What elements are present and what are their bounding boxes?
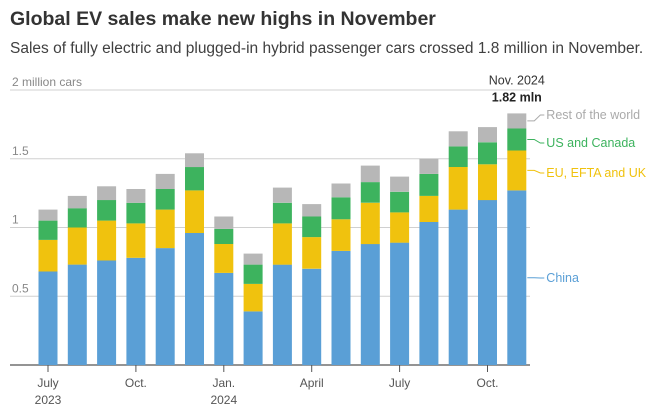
bar-segment (419, 195, 439, 222)
bar-segment (185, 233, 204, 365)
annotation: Nov. 2024 1.82 mln (489, 73, 545, 104)
bar-segment (419, 158, 439, 174)
x-tick-sublabel: 2024 (210, 393, 237, 407)
bar-segment (67, 227, 87, 265)
bar-segment (155, 248, 175, 365)
bar-segment (448, 146, 468, 167)
legend-leader-line (527, 139, 545, 144)
bar-segment (272, 264, 292, 365)
bar-segment (390, 242, 410, 365)
bar-segment (67, 264, 87, 365)
legend-label: EU, EFTA and UK (546, 166, 646, 180)
bar-segment (302, 216, 322, 238)
bar-segment (390, 176, 410, 192)
legend-label: Rest of the world (546, 108, 640, 122)
bar-segment (302, 237, 322, 269)
bar-segment (38, 239, 58, 272)
bar-segment (214, 244, 234, 273)
bar-segment (214, 216, 234, 229)
chart-subtitle: Sales of fully electric and plugged-in h… (10, 40, 644, 57)
bar-segment (38, 220, 58, 240)
axis-ticks: July 2023 Oct. Jan. 2024 April July Oct. (35, 365, 499, 407)
bar-segment (126, 223, 146, 258)
bar-segment (419, 222, 439, 365)
y-tick-label: 2 million cars (12, 75, 82, 89)
bar-segment (97, 186, 117, 201)
x-tick-label: April (300, 376, 324, 390)
bar-segment (272, 223, 292, 265)
annotation-value: 1.82 mln (492, 90, 542, 104)
bar-segment (185, 190, 204, 233)
bar-segment (243, 253, 263, 265)
bar-segment (448, 131, 468, 147)
bar-segment (243, 311, 263, 365)
bar-segment (243, 264, 263, 284)
bar-segment (390, 191, 410, 213)
bar-segment (331, 219, 351, 251)
x-tick-label: Oct. (476, 376, 498, 390)
bar-segment (126, 202, 146, 224)
bar-segment (360, 202, 380, 245)
bar-segment (507, 190, 527, 365)
bar-segment (448, 167, 468, 210)
bar-segment (302, 204, 322, 217)
bar-segment (97, 220, 117, 261)
bar-segment (155, 209, 175, 249)
bar-segment (360, 182, 380, 203)
legend-label: China (546, 271, 579, 285)
bar-segment (272, 202, 292, 224)
bar-segment (360, 244, 380, 365)
bar-segment (390, 212, 410, 243)
x-tick-label: July (389, 376, 410, 390)
bar-segment (97, 260, 117, 365)
bar-segment (214, 228, 234, 244)
bar-segment (478, 127, 497, 143)
bar-segment (331, 250, 351, 365)
bar-segment (243, 283, 263, 312)
bar-segment (67, 208, 87, 228)
bar-segment (448, 209, 468, 365)
bar-segment (214, 272, 234, 365)
y-tick-label: 1.5 (12, 144, 29, 158)
legend-leader-line (527, 114, 545, 122)
bar-segment (272, 187, 292, 203)
bar-segment (507, 113, 527, 129)
bar-segment (507, 128, 527, 151)
x-tick-label: Jan. (212, 376, 235, 390)
x-tick-label: July (37, 376, 58, 390)
bar-segment (478, 200, 497, 365)
bar-segment (507, 150, 527, 191)
bar-segment (38, 271, 58, 365)
legend: China EU, EFTA and UK US and Canada Rest of… (527, 108, 647, 285)
x-tick-label: Oct. (125, 376, 147, 390)
bar-segment (126, 189, 146, 203)
annotation-date: Nov. 2024 (489, 73, 545, 87)
y-tick-label: 1 (12, 213, 19, 227)
y-tick-label: 0.5 (12, 281, 29, 295)
bar-segment (97, 200, 117, 221)
bar-segment (67, 195, 87, 209)
gridlines: 0.5 1 1.5 2 million cars (10, 75, 530, 366)
chart-title: Global EV sales make new highs in Novemb… (10, 8, 436, 30)
bar-segment (302, 268, 322, 366)
legend-leader-line (527, 169, 545, 174)
bar-segment (331, 197, 351, 220)
bar-segment (38, 209, 58, 221)
bar-segment (478, 142, 497, 165)
bar-segment (360, 165, 380, 183)
bar-segment (331, 183, 351, 198)
bar-segment (155, 173, 175, 189)
bar-segment (185, 153, 204, 168)
bar-segment (155, 189, 175, 210)
x-tick-sublabel: 2023 (35, 393, 62, 407)
bar-segment (478, 164, 497, 201)
bars (38, 113, 527, 366)
bar-segment (419, 173, 439, 196)
bar-segment (126, 257, 146, 366)
legend-label: US and Canada (546, 136, 635, 150)
bar-segment (185, 167, 204, 191)
